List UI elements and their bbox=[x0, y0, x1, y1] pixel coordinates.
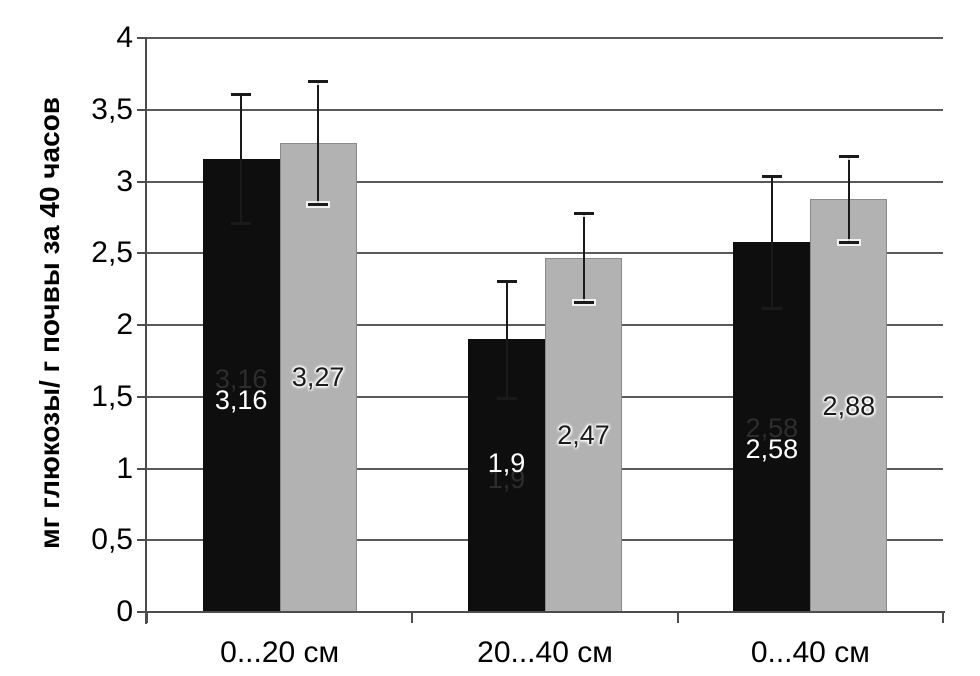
bar-value-label: 2,58 bbox=[745, 433, 799, 464]
y-tick-label: 2 bbox=[116, 308, 133, 341]
error-bar-cap bbox=[838, 154, 859, 158]
y-tick-label: 0,5 bbox=[91, 523, 133, 557]
gridline bbox=[147, 108, 943, 111]
bar-gray-series bbox=[810, 198, 888, 612]
error-bar-cap bbox=[573, 212, 594, 216]
bar-value-label-ghost: 1,9 bbox=[487, 463, 526, 494]
error-bar-line bbox=[317, 81, 320, 205]
error-bar-cap bbox=[496, 397, 517, 401]
error-bar-cap bbox=[761, 306, 782, 310]
error-bar-line bbox=[847, 155, 850, 242]
y-tick-label: 4 bbox=[116, 21, 133, 54]
y-axis-tick bbox=[137, 611, 147, 613]
gridline bbox=[147, 180, 943, 183]
y-axis-line bbox=[145, 38, 147, 624]
error-bar-line bbox=[582, 213, 585, 303]
error-bar-cap bbox=[838, 240, 859, 244]
gridline bbox=[147, 252, 943, 255]
y-tick-label: 1 bbox=[116, 451, 133, 485]
bar-value-label-ghost: 2,58 bbox=[745, 412, 799, 443]
y-axis-tick bbox=[137, 108, 147, 111]
error-bar-cap bbox=[573, 301, 594, 305]
x-axis-tick bbox=[146, 613, 148, 623]
error-bar-cap bbox=[761, 174, 782, 178]
y-axis-tick bbox=[137, 180, 147, 183]
error-bar-cap bbox=[308, 203, 329, 207]
y-axis-tick bbox=[137, 324, 147, 326]
y-tick-label: 3 bbox=[116, 164, 133, 198]
y-tick-label: 2,5 bbox=[91, 236, 133, 270]
error-bar-cap bbox=[308, 80, 329, 84]
error-bar-line bbox=[770, 175, 773, 308]
x-category-label: 20...40 см bbox=[477, 636, 613, 669]
y-axis-tick bbox=[137, 539, 147, 542]
error-bar-cap bbox=[496, 279, 517, 283]
bar-gray-series bbox=[279, 142, 357, 612]
error-bar-cap bbox=[231, 92, 252, 96]
x-axis-tick bbox=[942, 613, 944, 623]
y-axis-tick bbox=[137, 252, 147, 255]
bar-value-label: 1,9 bbox=[487, 447, 526, 478]
y-tick-label: 0 bbox=[116, 595, 133, 628]
y-tick-label: 3,5 bbox=[91, 92, 133, 126]
bar-gray-series bbox=[545, 257, 622, 612]
y-axis-tick bbox=[137, 467, 147, 470]
bar-value-label: 3,16 bbox=[214, 385, 268, 416]
error-bar-line bbox=[505, 280, 508, 399]
x-axis-tick bbox=[676, 613, 679, 623]
x-axis-line bbox=[147, 611, 945, 613]
x-axis-tick bbox=[411, 613, 414, 623]
y-tick-label: 1,5 bbox=[91, 379, 133, 413]
y-axis-tick bbox=[137, 395, 147, 398]
bar-value-label: 2,47 bbox=[557, 419, 610, 450]
gridline bbox=[147, 37, 943, 39]
bar-value-label: 3,27 bbox=[291, 362, 345, 393]
bar-value-label-ghost: 3,16 bbox=[214, 364, 268, 395]
y-axis-tick bbox=[137, 37, 147, 39]
x-category-label: 0...20 см bbox=[220, 636, 340, 669]
x-category-label: 0...40 см bbox=[750, 636, 870, 669]
error-bar-cap bbox=[231, 222, 252, 226]
error-bar-line bbox=[240, 93, 243, 224]
bar-value-label: 2,88 bbox=[822, 391, 876, 422]
bar-black-series bbox=[202, 158, 280, 612]
